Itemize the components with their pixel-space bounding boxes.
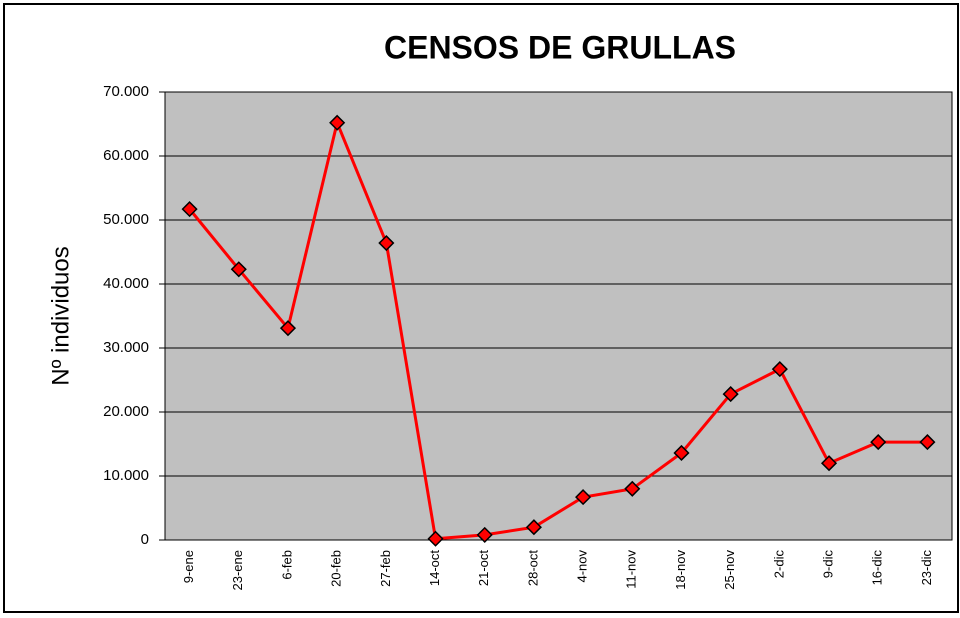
marker — [329, 114, 346, 131]
x-tick-label: 9-ene — [181, 550, 196, 583]
marker — [870, 434, 887, 451]
x-tick-label: 2-dic — [771, 550, 786, 579]
marker — [230, 261, 247, 278]
x-tick-label: 16-dic — [870, 550, 885, 586]
y-tick-label: 40.000 — [103, 275, 149, 292]
x-tick-label: 11-nov — [624, 550, 639, 589]
marker — [771, 361, 788, 378]
chart-title: CENSOS DE GRULLAS — [384, 29, 736, 65]
x-tick-label: 21-oct — [476, 550, 491, 587]
x-tick-label: 23-dic — [919, 550, 934, 586]
frame — [3, 3, 959, 613]
marker — [181, 201, 198, 218]
x-tick-label: 28-oct — [525, 550, 540, 587]
x-tick-label: 23-ene — [230, 550, 245, 590]
marker — [525, 519, 542, 536]
y-tick-label: 50.000 — [103, 211, 149, 228]
y-tick-label: 0 — [141, 531, 149, 548]
marker — [722, 386, 739, 403]
y-axis-label: Nº individuos — [47, 246, 74, 386]
plot-area — [164, 91, 953, 541]
marker — [378, 234, 395, 252]
y-tick-label: 10.000 — [103, 467, 149, 484]
marker — [624, 480, 641, 497]
x-tick-label: 25-nov — [722, 550, 737, 590]
y-tick-label: 70.000 — [103, 83, 149, 100]
marker — [919, 434, 936, 451]
x-tick-label: 6-feb — [279, 550, 294, 580]
marker — [279, 320, 297, 337]
y-tick-label: 30.000 — [103, 339, 149, 356]
y-tick-label: 60.000 — [103, 147, 149, 164]
marker — [575, 489, 592, 506]
x-tick-label: 9-dic — [820, 550, 835, 579]
x-tick-label: 18-nov — [673, 550, 688, 590]
x-tick-label: 14-oct — [427, 550, 442, 587]
x-tick-label: 20-feb — [329, 550, 344, 587]
line — [188, 117, 928, 541]
marker — [673, 444, 690, 462]
y-tick-label: 20.000 — [103, 403, 149, 420]
x-tick-label: 4-nov — [575, 550, 590, 583]
marker — [427, 530, 444, 547]
marker — [820, 455, 838, 472]
marker — [476, 526, 493, 543]
x-tick-label: 27-feb — [378, 550, 393, 587]
